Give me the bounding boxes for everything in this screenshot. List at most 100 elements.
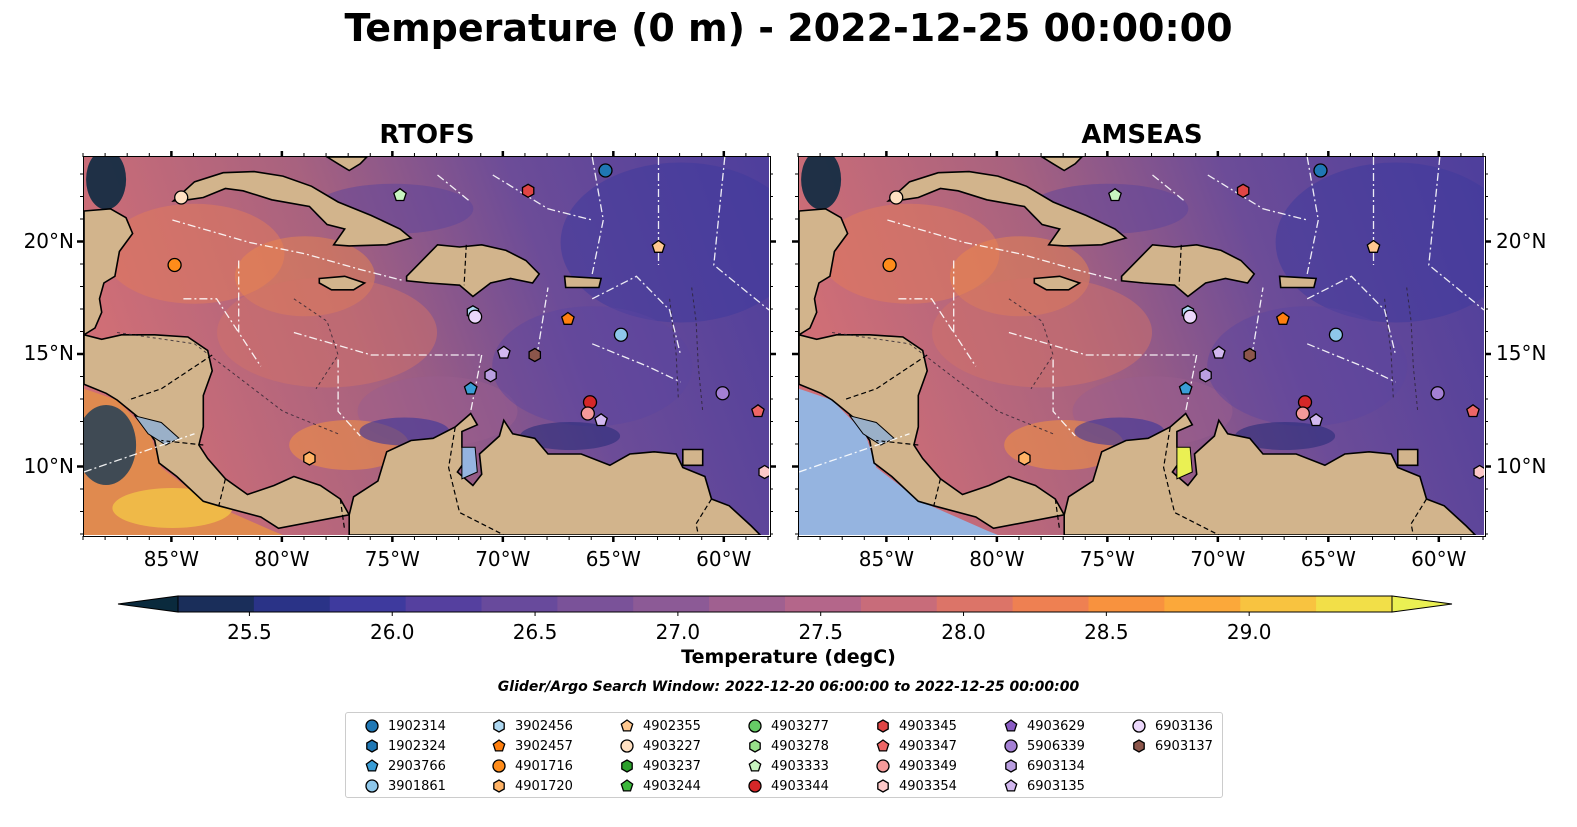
- legend-label: 6903136: [1155, 718, 1213, 734]
- legend-label: 4901720: [515, 778, 573, 794]
- float-marker-4903347[interactable]: [1466, 404, 1480, 418]
- float-marker-4903354[interactable]: [758, 464, 770, 480]
- float-marker-4901716[interactable]: [882, 257, 897, 273]
- legend-marker[interactable]: [620, 739, 634, 753]
- float-marker-1902314[interactable]: [1313, 163, 1328, 178]
- map-panel-amseas[interactable]: [798, 156, 1486, 537]
- legend-marker[interactable]: [749, 739, 761, 753]
- legend-label: 2903766: [388, 758, 446, 774]
- float-marker-4901720[interactable]: [303, 451, 316, 466]
- legend-item: 4903277: [747, 717, 829, 735]
- colorbar-outline: [177, 595, 1393, 613]
- float-marker-4903349[interactable]: [1295, 406, 1310, 421]
- lon-tick-label: 80°W: [254, 547, 310, 571]
- float-marker-3902457[interactable]: [560, 311, 575, 325]
- pentagon-marker-icon: [1004, 779, 1018, 792]
- legend-marker[interactable]: [493, 779, 505, 793]
- land-puerto-rico: [563, 275, 603, 289]
- legend-marker[interactable]: [620, 779, 634, 792]
- float-marker-4901720[interactable]: [1018, 451, 1031, 466]
- float-marker-6903136[interactable]: [1182, 309, 1198, 324]
- float-marker-4903333[interactable]: [393, 187, 407, 202]
- legend-marker[interactable]: [1004, 779, 1018, 792]
- land-trinidad: [1397, 448, 1419, 467]
- float-marker-2903766[interactable]: [463, 381, 478, 395]
- float-marker-5906339[interactable]: [715, 386, 730, 401]
- float-marker-5906339[interactable]: [1430, 386, 1445, 401]
- eez-boundary: [172, 219, 405, 282]
- float-marker-4901716[interactable]: [167, 257, 182, 273]
- legend-label: 5906339: [1027, 738, 1085, 754]
- float-marker-4902355[interactable]: [1366, 239, 1381, 253]
- land-yucatan: [84, 207, 134, 336]
- legend-label: 6903137: [1155, 738, 1213, 754]
- legend-label: 4903278: [771, 738, 829, 754]
- legend-marker[interactable]: [1004, 719, 1018, 732]
- float-marker-4903354[interactable]: [1473, 464, 1485, 480]
- float-marker-4903345[interactable]: [521, 183, 535, 199]
- country-border: [128, 354, 213, 401]
- legend-marker[interactable]: [748, 759, 762, 772]
- legend-marker[interactable]: [877, 719, 889, 733]
- float-marker-3901861[interactable]: [1328, 327, 1344, 342]
- float-marker-6903135[interactable]: [496, 345, 511, 359]
- legend-marker[interactable]: [621, 759, 633, 773]
- float-marker-3901861[interactable]: [613, 327, 629, 342]
- legend-marker[interactable]: [877, 779, 889, 793]
- map-panel-rtofs[interactable]: [83, 156, 771, 537]
- float-marker-6903137[interactable]: [1243, 347, 1257, 363]
- float-marker-6903135[interactable]: [1211, 345, 1226, 359]
- float-marker-4902355[interactable]: [651, 239, 666, 253]
- float-marker-6903137[interactable]: [528, 347, 542, 363]
- legend-marker[interactable]: [365, 779, 379, 793]
- legend-marker[interactable]: [493, 719, 505, 733]
- eez-boundary: [492, 174, 593, 221]
- lat-tick-label: 15°N: [23, 341, 74, 365]
- colorbar-tick-label: 26.0: [369, 620, 415, 644]
- float-marker-2903766[interactable]: [1178, 381, 1193, 395]
- float-marker-6903135[interactable]: [594, 413, 608, 427]
- legend-marker[interactable]: [1005, 759, 1017, 773]
- eez-boundary: [183, 298, 240, 333]
- float-marker-4903227[interactable]: [174, 190, 189, 205]
- float-legend: 1902314 1902324 2903766 3901861 3902456 39024…: [345, 712, 1223, 798]
- float-marker-6903134[interactable]: [484, 368, 497, 383]
- float-marker-4903227[interactable]: [889, 190, 904, 205]
- float-marker-6903135[interactable]: [1309, 413, 1323, 427]
- hexagon-marker-icon: [877, 719, 889, 733]
- eez-boundary: [713, 157, 770, 311]
- colorbar-segment: [860, 596, 938, 612]
- float-marker-3902457[interactable]: [1275, 311, 1290, 325]
- float-marker-4903347[interactable]: [751, 404, 765, 418]
- pentagon-marker-icon: [1004, 719, 1018, 732]
- legend-marker[interactable]: [365, 759, 379, 772]
- legend-marker[interactable]: [492, 759, 506, 773]
- float-marker-6903134[interactable]: [1199, 368, 1212, 383]
- legend-marker[interactable]: [1133, 739, 1145, 753]
- lon-tick-label: 85°W: [143, 547, 199, 571]
- legend-label: 4903277: [771, 718, 829, 734]
- country-border: [843, 354, 928, 401]
- temperature-patch: [801, 157, 842, 210]
- legend-marker[interactable]: [1004, 739, 1018, 753]
- legend-marker[interactable]: [876, 759, 890, 773]
- float-marker-6903136[interactable]: [467, 309, 483, 324]
- lon-tick-label: 65°W: [1300, 547, 1356, 571]
- eez-boundary: [437, 174, 472, 203]
- legend-item: 2903766: [364, 757, 446, 775]
- legend-marker[interactable]: [492, 739, 506, 752]
- legend-marker[interactable]: [366, 739, 378, 753]
- legend-marker[interactable]: [620, 719, 634, 732]
- float-marker-1902314[interactable]: [598, 163, 613, 178]
- legend-marker[interactable]: [1132, 719, 1146, 733]
- legend-marker[interactable]: [365, 719, 379, 733]
- float-marker-4903349[interactable]: [580, 406, 595, 421]
- float-marker-4903333[interactable]: [1108, 187, 1122, 202]
- float-marker-4903345[interactable]: [1236, 183, 1250, 199]
- land-cuba: [171, 170, 413, 247]
- country-border: [339, 498, 346, 531]
- legend-marker[interactable]: [876, 739, 890, 752]
- legend-marker[interactable]: [748, 719, 762, 733]
- eez-boundary: [1008, 331, 1197, 356]
- legend-marker[interactable]: [748, 779, 762, 793]
